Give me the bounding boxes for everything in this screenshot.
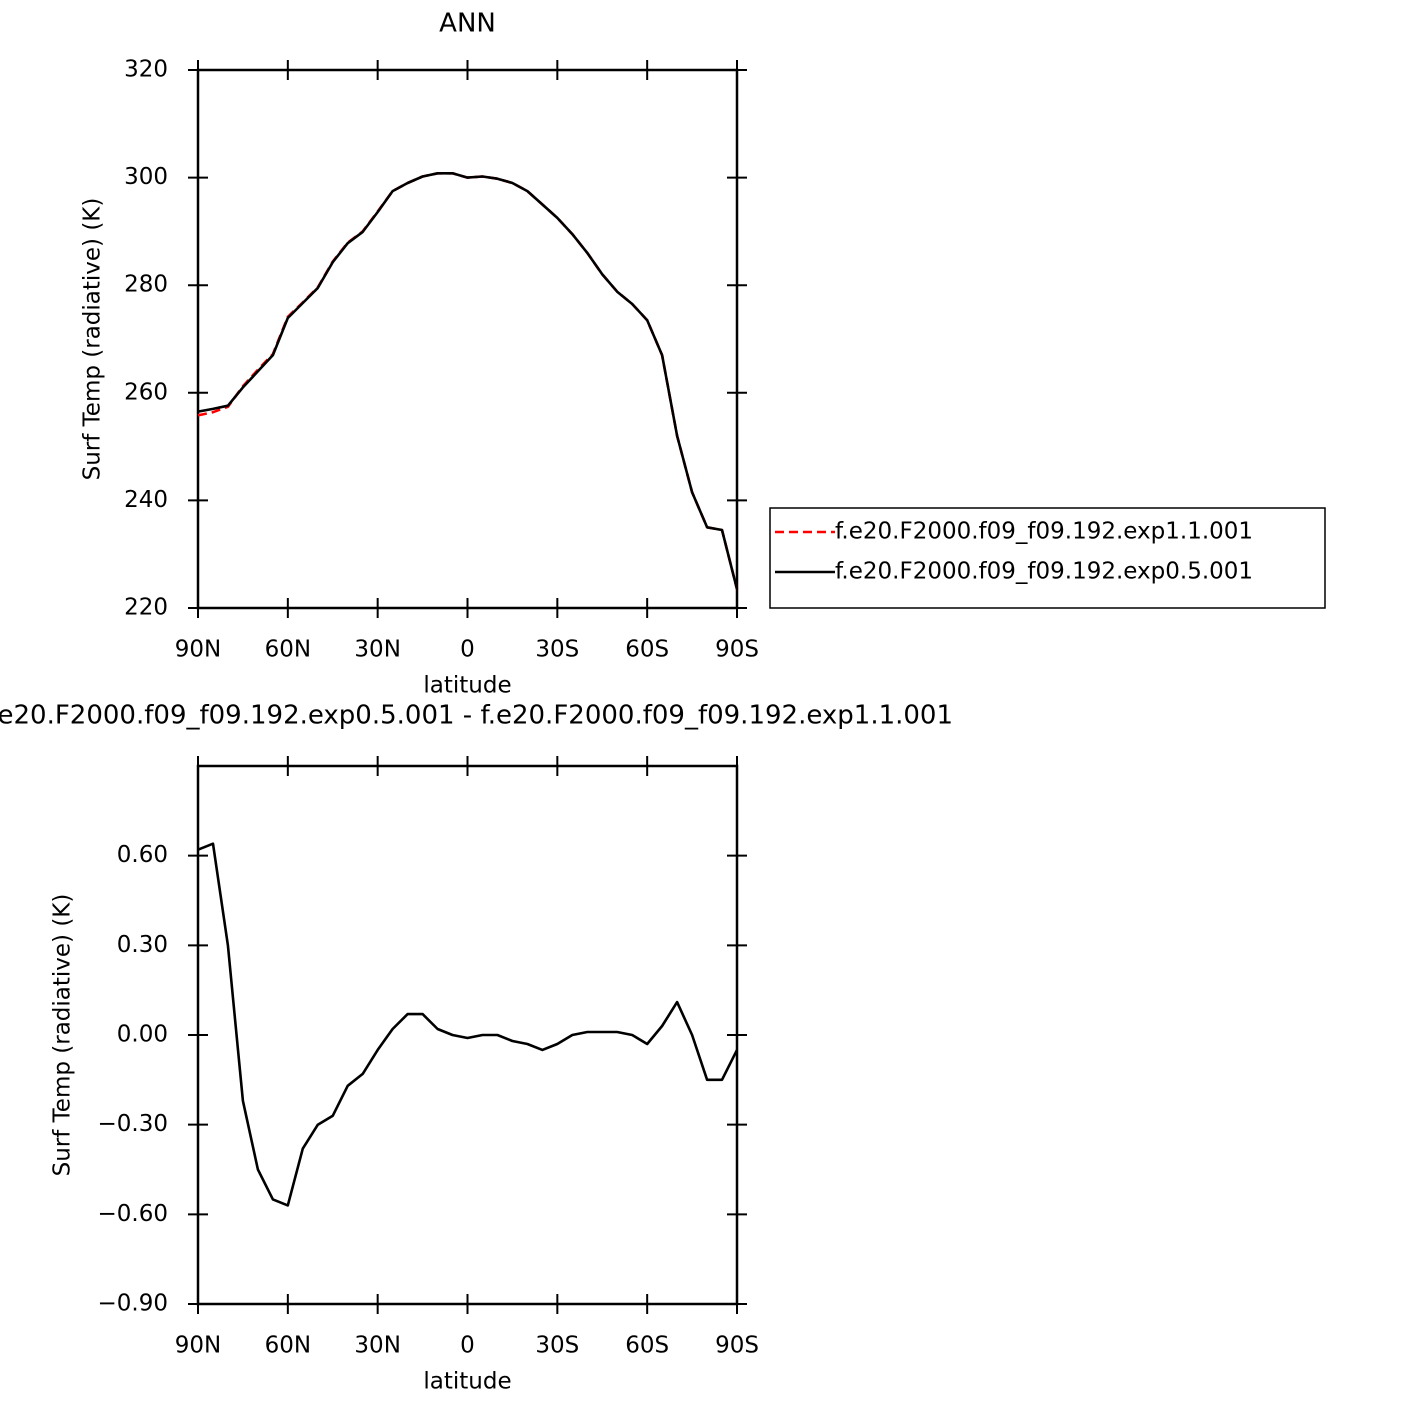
x-tick-label: 30N <box>354 1333 400 1359</box>
x-tick-label: 30S <box>535 1333 579 1359</box>
y-axis-label: Surf Temp (radiative) (K) <box>50 894 76 1177</box>
x-tick-label: 90N <box>175 637 221 663</box>
y-tick-label: 0.30 <box>117 932 168 958</box>
x-tick-label: 60S <box>625 637 669 663</box>
legend-label: f.e20.F2000.f09_f09.192.exp1.1.001 <box>835 519 1253 545</box>
x-axis-label: latitude <box>423 673 511 699</box>
x-tick-label: 60S <box>625 1333 669 1359</box>
y-tick-label: 280 <box>124 272 168 298</box>
chart-title: ANN <box>439 9 496 39</box>
x-tick-label: 0 <box>460 1333 475 1359</box>
x-tick-label: 90N <box>175 1333 221 1359</box>
y-tick-label: 0.60 <box>117 842 168 868</box>
legend: f.e20.F2000.f09_f09.192.exp1.1.001 f.e20.… <box>769 507 1326 609</box>
y-tick-label: −0.60 <box>98 1201 168 1227</box>
x-tick-label: 60N <box>265 1333 311 1359</box>
data-line <box>197 172 739 590</box>
y-axis-label: Surf Temp (radiative) (K) <box>80 198 106 481</box>
x-tick-label: 0 <box>460 637 475 663</box>
y-tick-label: 320 <box>124 57 168 83</box>
legend-label: f.e20.F2000.f09_f09.192.exp0.5.001 <box>835 559 1253 585</box>
y-tick-label: 260 <box>124 379 168 405</box>
plot-frame <box>196 68 739 610</box>
x-tick-label: 30S <box>535 637 579 663</box>
y-tick-label: −0.30 <box>98 1111 168 1137</box>
y-tick-label: 240 <box>124 487 168 513</box>
x-tick-label: 30N <box>354 637 400 663</box>
x-tick-label: 90S <box>715 1333 759 1359</box>
y-tick-label: −0.90 <box>98 1291 168 1317</box>
data-line <box>197 172 739 590</box>
x-tick-label: 60N <box>265 637 311 663</box>
legend-box <box>769 507 1326 609</box>
data-line <box>197 842 739 1207</box>
x-axis-label: latitude <box>423 1369 511 1395</box>
chart-title: f.e20.F2000.f09_f09.192.exp0.5.001 - f.e… <box>0 701 953 731</box>
y-tick-label: 300 <box>124 164 168 190</box>
y-tick-label: 0.00 <box>117 1022 168 1048</box>
x-tick-label: 90S <box>715 637 759 663</box>
y-tick-label: 220 <box>124 595 168 621</box>
plot-frame <box>196 764 739 1306</box>
